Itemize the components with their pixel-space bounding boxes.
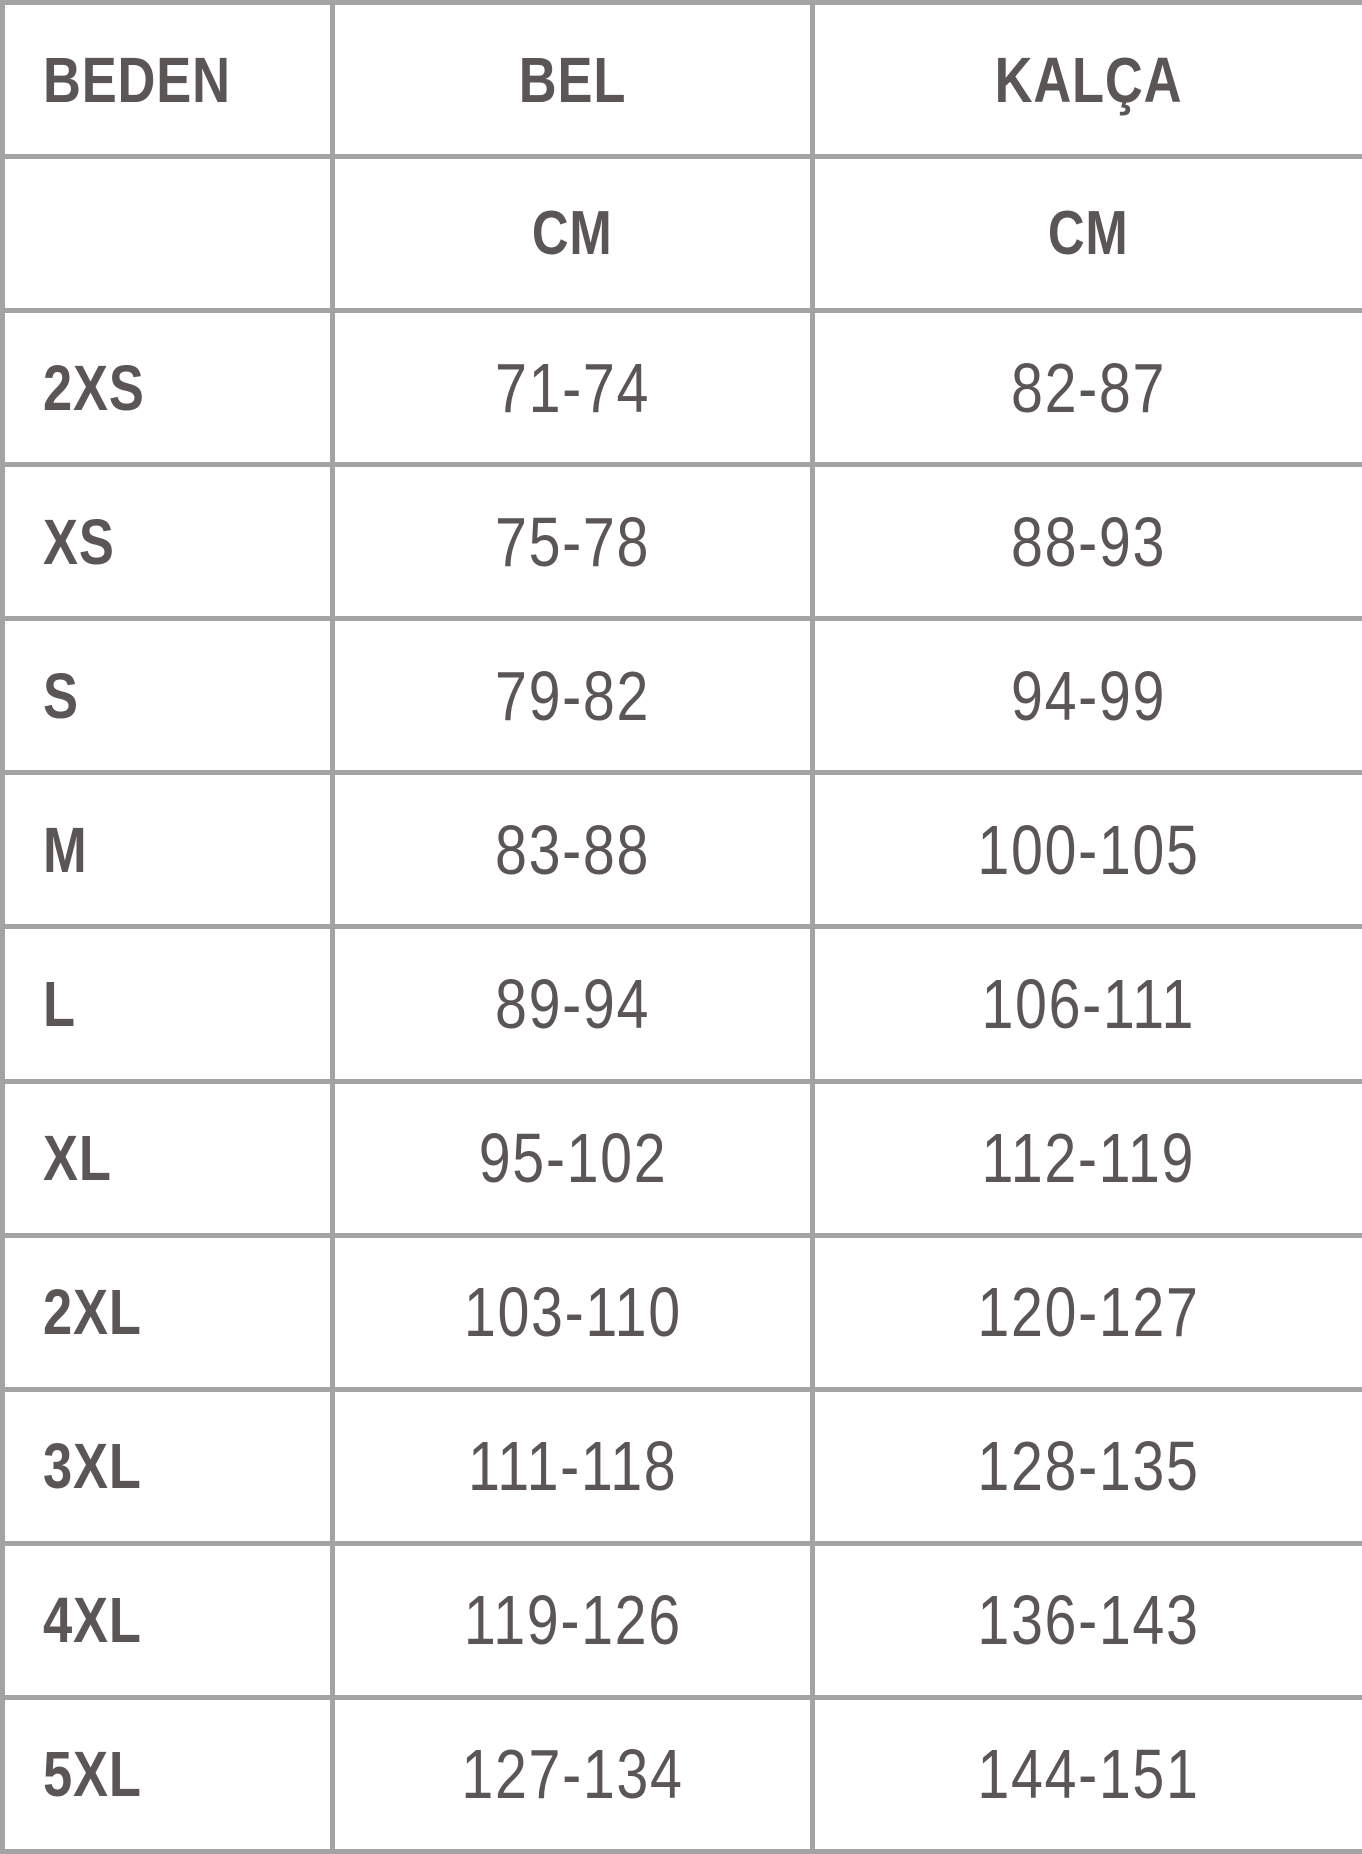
kalca-value-cell: 144-151	[810, 1694, 1362, 1854]
bel-value-cell: 75-78	[330, 462, 815, 622]
size-cell: 4XL	[0, 1540, 335, 1700]
bel-value-cell: 95-102	[330, 1078, 815, 1238]
kalca-value-cell: 94-99	[810, 616, 1362, 776]
kalca-value-cell: 112-119	[810, 1078, 1362, 1238]
unit-row: CM CM	[0, 154, 1362, 314]
header-cell-kalca: KALÇA	[810, 0, 1362, 160]
kalca-value: 128-135	[977, 1427, 1200, 1506]
bel-value-cell: 119-126	[330, 1540, 815, 1700]
header-label-beden: BEDEN	[43, 43, 231, 116]
size-cell: 5XL	[0, 1694, 335, 1854]
bel-value-cell: 83-88	[330, 770, 815, 930]
size-cell: M	[0, 770, 335, 930]
kalca-value: 100-105	[977, 810, 1200, 889]
table-row-s: S 79-82 94-99	[0, 616, 1362, 776]
header-label-kalca: KALÇA	[994, 43, 1183, 116]
header-cell-bel: BEL	[330, 0, 815, 160]
kalca-value: 88-93	[1010, 502, 1167, 581]
size-label: 5XL	[43, 1738, 142, 1811]
size-cell: XS	[0, 462, 335, 622]
size-label: L	[43, 968, 76, 1040]
kalca-value: 136-143	[977, 1581, 1200, 1660]
bel-value-cell: 89-94	[330, 924, 815, 1084]
bel-value-cell: 71-74	[330, 308, 815, 468]
size-label: XL	[43, 1122, 112, 1195]
size-label: 2XL	[43, 1276, 142, 1349]
kalca-value: 94-99	[1010, 656, 1167, 735]
table-row-3xl: 3XL 111-118 128-135	[0, 1386, 1362, 1546]
table-row-2xs: 2XS 71-74 82-87	[0, 308, 1362, 468]
kalca-value: 82-87	[1010, 348, 1167, 427]
kalca-value: 112-119	[981, 1119, 1196, 1198]
table-row-4xl: 4XL 119-126 136-143	[0, 1540, 1362, 1700]
size-cell: 2XS	[0, 308, 335, 468]
bel-value: 127-134	[461, 1735, 684, 1814]
bel-value-cell: 127-134	[330, 1694, 815, 1854]
unit-label-bel-cm: CM	[532, 199, 613, 269]
header-label-bel: BEL	[518, 43, 627, 116]
size-label: 4XL	[43, 1584, 142, 1657]
kalca-value-cell: 120-127	[810, 1232, 1362, 1392]
size-label: M	[43, 813, 88, 886]
size-cell: 3XL	[0, 1386, 335, 1546]
unit-cell-bel: CM	[330, 154, 815, 314]
size-cell: 2XL	[0, 1232, 335, 1392]
kalca-value: 106-111	[981, 965, 1196, 1043]
bel-value: 83-88	[494, 810, 651, 889]
unit-label-kalca-cm: CM	[1048, 199, 1129, 269]
bel-value-cell: 111-118	[330, 1386, 815, 1546]
size-label: 3XL	[43, 1430, 142, 1503]
header-row: BEDEN BEL KALÇA	[0, 0, 1362, 160]
table-row-m: M 83-88 100-105	[0, 770, 1362, 930]
kalca-value-cell: 100-105	[810, 770, 1362, 930]
table-row-2xl: 2XL 103-110 120-127	[0, 1232, 1362, 1392]
kalca-value: 120-127	[977, 1273, 1200, 1352]
bel-value: 111-118	[467, 1427, 678, 1506]
kalca-value-cell: 128-135	[810, 1386, 1362, 1546]
size-cell: L	[0, 924, 335, 1084]
unit-cell-kalca: CM	[810, 154, 1362, 314]
kalca-value-cell: 88-93	[810, 462, 1362, 622]
bel-value: 119-126	[463, 1581, 682, 1660]
size-label: 2XS	[43, 351, 145, 424]
table-row-l: L 89-94 106-111	[0, 924, 1362, 1084]
size-cell: S	[0, 616, 335, 776]
table-row-xl: XL 95-102 112-119	[0, 1078, 1362, 1238]
unit-cell-beden	[0, 154, 335, 314]
kalca-value-cell: 106-111	[810, 924, 1362, 1084]
bel-value: 103-110	[463, 1273, 682, 1352]
header-cell-beden: BEDEN	[0, 0, 335, 160]
kalca-value-cell: 136-143	[810, 1540, 1362, 1700]
size-cell: XL	[0, 1078, 335, 1238]
bel-value: 89-94	[494, 965, 651, 1043]
size-label: XS	[43, 505, 115, 578]
kalca-value: 144-151	[977, 1735, 1200, 1814]
table-row-5xl: 5XL 127-134 144-151	[0, 1694, 1362, 1854]
bel-value: 79-82	[494, 656, 651, 735]
bel-value: 71-74	[494, 348, 651, 427]
bel-value: 95-102	[478, 1119, 667, 1198]
bel-value-cell: 103-110	[330, 1232, 815, 1392]
bel-value-cell: 79-82	[330, 616, 815, 776]
bel-value: 75-78	[494, 502, 651, 581]
size-label: S	[43, 659, 79, 732]
kalca-value-cell: 82-87	[810, 308, 1362, 468]
table-row-xs: XS 75-78 88-93	[0, 462, 1362, 622]
